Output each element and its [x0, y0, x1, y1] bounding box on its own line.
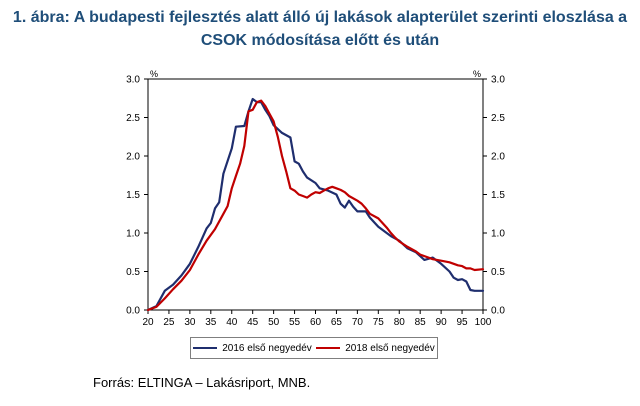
- x-tick-label: 40: [226, 317, 238, 328]
- y-tick-label-right: 1.5: [491, 190, 505, 201]
- plot-frame: [147, 78, 484, 311]
- y-tick-label-right: 0.0: [491, 306, 505, 317]
- x-tick-label: 55: [289, 317, 301, 328]
- x-tick-label: 90: [436, 317, 448, 328]
- x-tick-label: 25: [163, 317, 175, 328]
- y-tick-label-right: 3.0: [491, 75, 505, 86]
- chart-title-line-1: 1. ábra: A budapesti fejlesztés alatt ál…: [12, 9, 628, 26]
- legend-label-2016: 2016 első negyedév: [222, 342, 312, 354]
- legend-swatch-2016: [193, 347, 218, 349]
- y-unit-left: %: [150, 69, 158, 79]
- y-tick-label-left: 1.0: [126, 229, 140, 240]
- x-tick-label: 70: [352, 317, 364, 328]
- legend-label-2018: 2018 első negyedév: [345, 342, 435, 354]
- y-tick-label-right: 0.5: [491, 267, 505, 278]
- legend-item-2016: 2016 első negyedév: [193, 343, 312, 354]
- chart-title: 1. ábra: A budapesti fejlesztés alatt ál…: [0, 6, 640, 52]
- x-tick-label: 85: [415, 317, 427, 328]
- x-tick-label: 95: [457, 317, 469, 328]
- y-tick-label-left: 0.0: [126, 306, 140, 317]
- chart-legend: 2016 első negyedév 2018 első negyedév: [190, 337, 438, 359]
- x-tick-label: 35: [205, 317, 217, 328]
- y-tick-label-left: 2.5: [126, 113, 140, 124]
- y-tick-label-left: 2.0: [126, 152, 140, 163]
- x-tick-label: 80: [394, 317, 406, 328]
- y-tick-label-right: 2.0: [491, 152, 505, 163]
- y-tick-label-left: 1.5: [126, 190, 140, 201]
- x-tick-label: 45: [247, 317, 259, 328]
- y-tick-label-right: 2.5: [491, 113, 505, 124]
- series-line-2016: [146, 97, 485, 312]
- series-line-2018: [146, 99, 485, 312]
- x-tick-label: 60: [310, 317, 322, 328]
- y-tick-label-left: 3.0: [126, 75, 140, 86]
- x-tick-label: 50: [268, 317, 280, 328]
- x-tick-label: 75: [373, 317, 385, 328]
- x-tick-label: 30: [184, 317, 196, 328]
- y-unit-right: %: [473, 69, 481, 79]
- legend-swatch-2018: [316, 347, 341, 349]
- legend-item-2018: 2018 első negyedév: [316, 343, 435, 354]
- x-tick-label: 100: [475, 317, 492, 328]
- y-tick-label-right: 1.0: [491, 229, 505, 240]
- source-note: Forrás: ELTINGA – Lakásriport, MNB.: [93, 375, 311, 390]
- x-tick-label: 20: [142, 317, 154, 328]
- chart-title-line-2: CSOK módosítása előtt és után: [200, 32, 440, 49]
- y-tick-label-left: 0.5: [126, 267, 140, 278]
- x-tick-label: 65: [331, 317, 343, 328]
